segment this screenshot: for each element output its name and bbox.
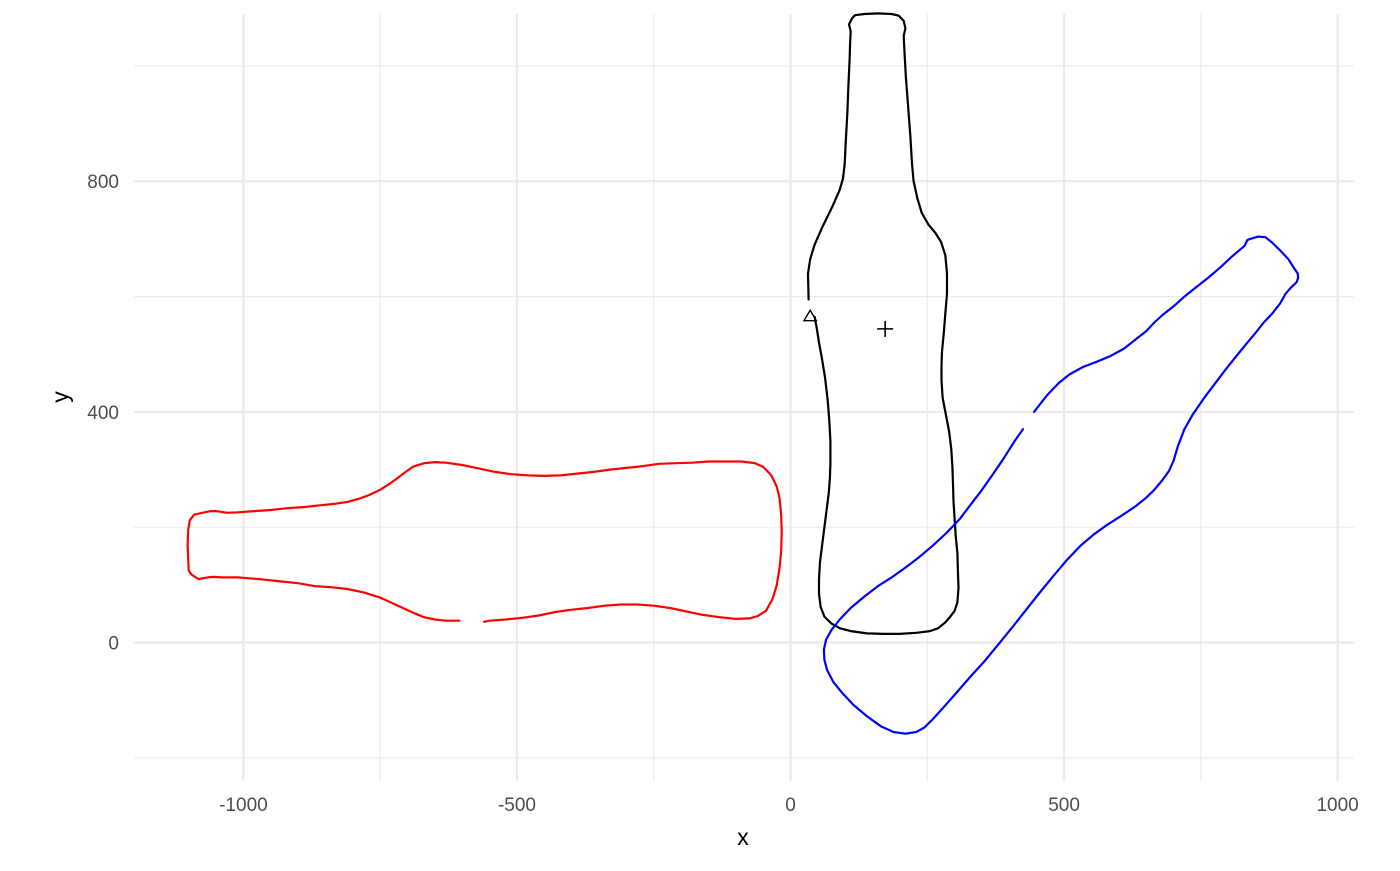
x-tick-labels: -1000 -500 0 500 1000 bbox=[219, 795, 1359, 816]
y-tick-label: 0 bbox=[108, 634, 119, 655]
triangle-marker bbox=[802, 308, 818, 322]
x-axis-title: x bbox=[737, 824, 749, 850]
series-line-2 bbox=[186, 460, 783, 623]
series-line-1 bbox=[806, 12, 960, 635]
y-tick-label: 400 bbox=[87, 403, 119, 424]
series-line-3 bbox=[822, 235, 1300, 735]
plus-marker bbox=[877, 320, 894, 337]
x-tick-label: 500 bbox=[1048, 795, 1080, 816]
y-axis-title: y bbox=[47, 391, 73, 403]
marker-layer bbox=[802, 308, 894, 337]
x-tick-label: 0 bbox=[785, 795, 796, 816]
x-tick-label: -500 bbox=[498, 795, 536, 816]
major-gridlines bbox=[134, 14, 1354, 781]
y-tick-label: 800 bbox=[87, 172, 119, 193]
x-tick-label: -1000 bbox=[219, 795, 268, 816]
series-layer bbox=[186, 12, 1300, 735]
x-tick-label: 1000 bbox=[1316, 795, 1358, 816]
y-tick-labels: 0 400 800 bbox=[87, 172, 119, 654]
minor-gridlines bbox=[134, 14, 1354, 781]
